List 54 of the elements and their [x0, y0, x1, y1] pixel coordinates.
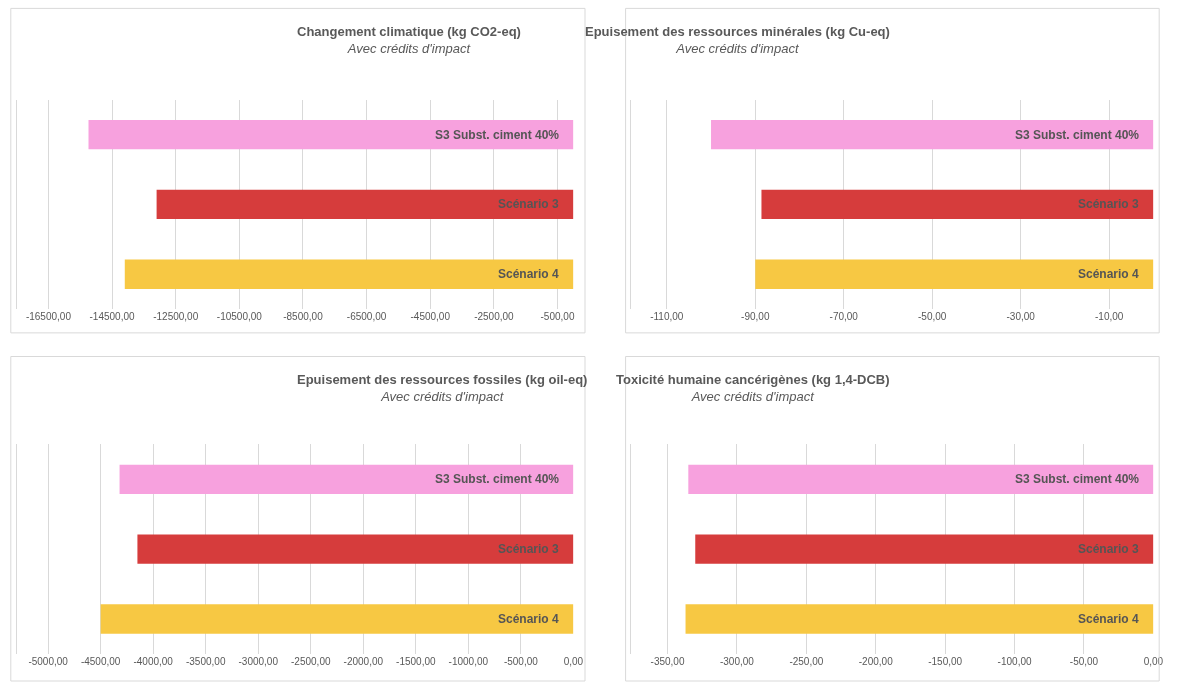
category-label: S3 Subst. ciment 40%: [1015, 128, 1140, 142]
category-label: Scénario 3: [1078, 542, 1139, 556]
category-label: S3 Subst. ciment 40%: [1015, 472, 1140, 486]
x-tick-label: -14500,00: [89, 311, 135, 323]
chart-title: Epuisement des ressources fossiles (kg oil-eq): [297, 372, 588, 387]
x-tick-label: 0,00: [1143, 655, 1164, 667]
category-label: Scénario 3: [498, 197, 559, 211]
x-tick-label: -90,00: [741, 311, 770, 323]
chart-subtitle: Avec crédits d'impact: [675, 40, 800, 56]
x-tick-label: -50,00: [918, 311, 947, 323]
x-tick-label: -6500,00: [346, 311, 387, 323]
category-label: S3 Subst. ciment 40%: [435, 128, 560, 142]
x-tick-label: -1500,00: [396, 655, 436, 667]
x-tick-label: -5000,00: [28, 655, 69, 667]
category-label: Scénario 4: [498, 267, 559, 281]
x-tick-label: -70,00: [829, 311, 859, 323]
x-tick-label: -12500,00: [153, 311, 199, 323]
chart-subtitle: Avec crédits d'impact: [380, 388, 505, 404]
x-tick-label: -50,00: [1069, 655, 1099, 667]
chart-subtitle: Avec crédits d'impact: [690, 388, 816, 404]
category-label: S3 Subst. ciment 40%: [435, 472, 560, 486]
x-tick-label: -2000,00: [343, 655, 384, 667]
chart-title: Epuisement des ressources minérales (kg Cu-eq): [585, 24, 890, 39]
x-tick-label: -8500,00: [283, 311, 324, 323]
x-tick-label: -500,00: [503, 655, 539, 667]
chart-title: Changement climatique (kg CO2-eq): [297, 24, 521, 39]
category-label: Scénario 4: [1078, 612, 1139, 626]
x-tick-label: -250,00: [789, 655, 824, 667]
x-tick-label: -2500,00: [474, 311, 515, 323]
x-tick-label: 0,00: [563, 655, 584, 667]
category-label: Scénario 4: [498, 612, 559, 626]
x-tick-label: -10,00: [1094, 311, 1124, 323]
category-label: Scénario 4: [1078, 267, 1139, 281]
x-tick-label: -16500,00: [25, 311, 72, 323]
chart-title: Toxicité humaine cancérigènes (kg 1,4-DCB): [616, 372, 890, 387]
x-tick-label: -10500,00: [216, 311, 263, 323]
x-tick-label: -500,00: [540, 311, 575, 323]
x-tick-label: -2500,00: [291, 655, 331, 667]
x-tick-label: -1000,00: [448, 655, 489, 667]
x-tick-label: -350,00: [650, 655, 685, 667]
x-tick-label: -4500,00: [410, 311, 451, 323]
x-tick-label: -100,00: [997, 655, 1032, 667]
x-tick-label: -110,00: [650, 311, 684, 323]
x-tick-label: -300,00: [719, 655, 755, 667]
x-tick-label: -150,00: [928, 655, 963, 667]
x-tick-label: -30,00: [1006, 311, 1036, 323]
category-label: Scénario 3: [498, 542, 559, 556]
x-tick-label: -4000,00: [133, 655, 174, 667]
category-label: Scénario 3: [1078, 197, 1139, 211]
x-tick-label: -3500,00: [185, 655, 226, 667]
chart-subtitle: Avec crédits d'impact: [346, 40, 472, 56]
x-tick-label: -3000,00: [238, 655, 279, 667]
x-tick-label: -200,00: [858, 655, 894, 667]
x-tick-label: -4500,00: [80, 655, 121, 667]
